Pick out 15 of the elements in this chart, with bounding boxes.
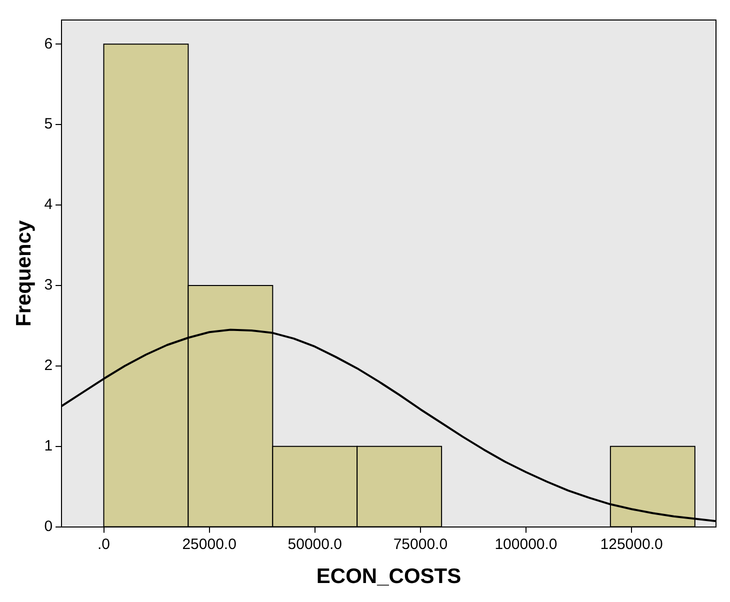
y-tick-label: 1 xyxy=(44,437,53,454)
x-tick-label: 75000.0 xyxy=(393,536,448,553)
y-tick-label: 5 xyxy=(44,116,53,133)
y-tick-label: 3 xyxy=(44,276,53,294)
y-tick-label: 2 xyxy=(44,357,53,374)
y-tick-label: 4 xyxy=(44,196,53,214)
x-axis-title: ECON_COSTS xyxy=(316,565,462,588)
y-axis-title: Frequency xyxy=(12,220,36,326)
y-tick-label: 0 xyxy=(44,518,53,535)
x-tick-label: 100000.0 xyxy=(494,536,558,553)
x-tick-label: .0 xyxy=(98,536,110,553)
x-tick-label: 125000.0 xyxy=(600,536,663,553)
y-tick-label: 6 xyxy=(44,35,53,52)
x-tick-label: 25000.0 xyxy=(182,536,236,553)
x-tick-label: 50000.0 xyxy=(288,536,342,553)
